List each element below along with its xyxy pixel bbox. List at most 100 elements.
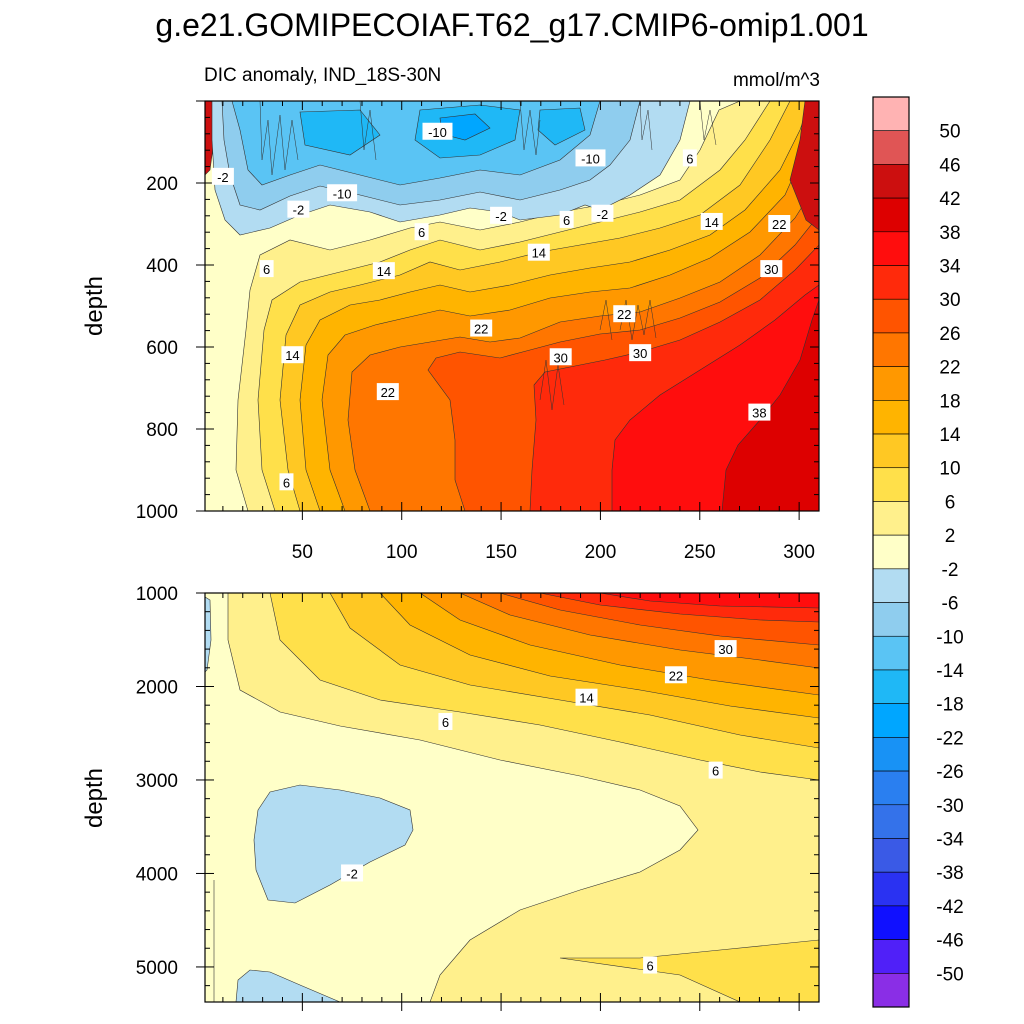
svg-text:-2: -2 [217,170,229,185]
colorbar-label: -14 [936,661,964,682]
svg-text:6: 6 [686,151,693,166]
contour-label: 22 [613,305,636,323]
colorbar-swatch [872,197,910,233]
contour-label: 22 [376,383,399,401]
colorbar-label: -2 [942,560,959,581]
svg-text:22: 22 [381,385,395,400]
contour-label: -10 [575,149,606,167]
colorbar-swatch [872,804,910,839]
colorbar-label: -26 [936,762,963,783]
upper-y-axis-label: depth [81,276,108,336]
colorbar-swatch [872,602,910,637]
colorbar-label: -46 [936,931,963,952]
lower-contour-panel: 1000 2000 3000 4000 5000 30 22 14 6 6 -2 6 depth [81,584,820,1011]
svg-text:22: 22 [669,668,683,683]
colorbar-swatch [872,669,910,704]
contour-label: 6 [414,223,429,241]
contour-label: 14 [372,262,395,280]
upper-x-tick-label: 250 [684,542,716,563]
colorbar-swatch [872,939,910,974]
svg-text:-10: -10 [333,186,352,201]
colorbar-swatch [872,298,910,334]
contour-label: 14 [575,688,598,706]
contour-label: 6 [682,149,697,167]
upper-y-tick-label: 200 [146,174,178,195]
upper-axis-ticks: 50 100 150 200 250 300 200 400 600 800 1000 [136,100,820,563]
svg-text:30: 30 [764,262,778,277]
lower-y-tick-label: 1000 [136,584,178,605]
svg-text:-2: -2 [495,209,507,224]
contour-label: -10 [327,184,358,202]
contour-label: 6 [643,956,658,974]
colorbar-swatch [872,770,910,806]
colorbar-label: -18 [936,695,963,716]
colorbar-swatch [872,972,910,1008]
colorbar-frame [872,96,910,1008]
contour-label: 30 [629,344,652,362]
figure-title: g.e21.GOMIPECOIAF.T62_g17.CMIP6-omip1.00… [155,7,868,43]
colorbar-swatch [872,905,910,940]
svg-text:14: 14 [285,348,299,363]
upper-x-tick-label: 300 [783,542,815,563]
colorbar-label: -22 [936,728,963,749]
colorbar-label: -10 [936,627,963,648]
contour-label: 14 [700,212,723,230]
contour-label: -2 [490,206,513,224]
svg-text:14: 14 [704,215,718,230]
svg-text:-10: -10 [428,125,447,140]
lower-y-tick-label: 4000 [136,864,178,885]
upper-y-tick-label: 800 [146,420,178,441]
contour-label: 30 [760,260,783,278]
contour-label: -2 [211,167,234,185]
svg-text:6: 6 [418,225,425,240]
colorbar-swatch [872,703,910,738]
svg-text:6: 6 [646,959,653,974]
lower-axis-ticks: 1000 2000 3000 4000 5000 [136,584,820,1011]
upper-x-tick-label: 50 [292,542,313,563]
svg-text:6: 6 [712,764,719,779]
upper-x-tick-label: 200 [585,542,617,563]
svg-text:6: 6 [442,715,449,730]
colorbar-label: -30 [936,796,963,817]
colorbar-swatch [872,231,910,266]
colorbar-swatch [872,737,910,772]
svg-text:22: 22 [474,322,488,337]
contour-label: 30 [549,348,572,366]
svg-text:-2: -2 [293,203,305,218]
colorbar-swatch [872,871,910,907]
svg-text:22: 22 [772,217,786,232]
upper-y-tick-label: 600 [146,338,178,359]
contour-label: 30 [714,640,737,658]
upper-contour-fill [205,101,819,511]
contour-label: 22 [470,319,493,337]
upper-x-tick-label: 150 [485,542,517,563]
contour-label: 14 [527,243,550,261]
upper-x-tick-label: 100 [386,542,418,563]
colorbar-label: 10 [939,459,960,480]
colorbar-swatch [872,130,910,165]
contour-label: 6 [259,260,274,278]
colorbar-swatch [872,467,910,502]
colorbar-label: 6 [945,492,956,513]
svg-text:-2: -2 [346,866,358,881]
panel-subtitle: DIC anomaly, IND_18S-30N [204,65,441,86]
colorbar-label: 50 [939,122,960,143]
svg-text:30: 30 [553,350,567,365]
colorbar-swatch [872,366,910,401]
svg-text:38: 38 [752,406,766,421]
lower-y-axis-label: depth [81,768,108,828]
contour-label: 14 [281,346,304,364]
svg-text:22: 22 [617,307,631,322]
colorbar-swatch [872,433,910,469]
colorbar-swatch [872,635,910,671]
contour-label: 22 [768,215,791,232]
colorbar-swatch [872,265,910,300]
upper-y-tick-label: 1000 [136,502,178,523]
contour-label: 6 [708,761,723,779]
lower-y-tick-label: 5000 [136,958,178,979]
svg-text:14: 14 [532,246,546,261]
contour-label: -10 [422,122,453,140]
contour-label: -2 [591,204,614,222]
contour-label: 6 [279,473,294,491]
